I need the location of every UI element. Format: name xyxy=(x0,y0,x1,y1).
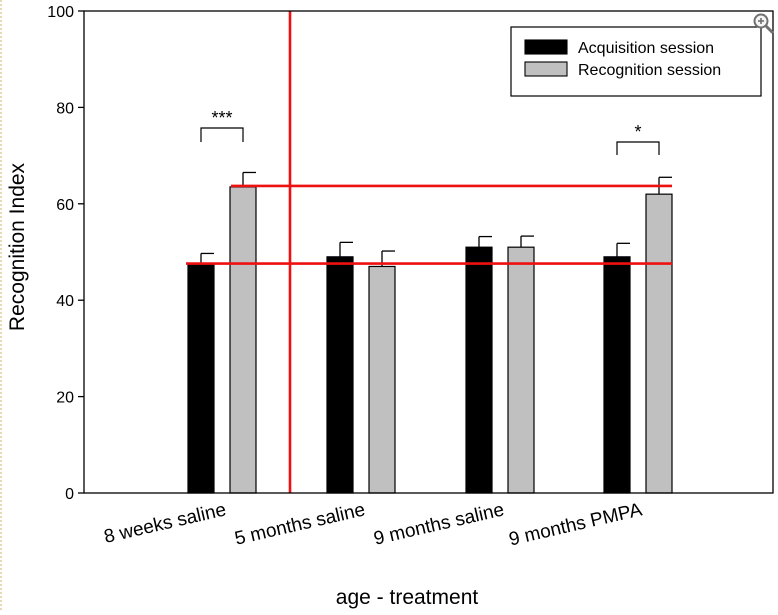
legend-label: Acquisition session xyxy=(578,40,714,57)
y-axis-title: Recognition Index xyxy=(6,162,29,331)
y-tick-label: 100 xyxy=(47,4,74,21)
bar-recognition xyxy=(507,246,535,494)
y-tick-label: 20 xyxy=(56,390,74,407)
plot-frame xyxy=(83,10,774,494)
bar-acquisition xyxy=(187,263,215,494)
bar-recognition xyxy=(645,193,673,494)
zoom-button[interactable] xyxy=(752,12,774,34)
y-tick-label: 80 xyxy=(56,100,74,117)
bars xyxy=(187,186,673,494)
y-tick-label: 40 xyxy=(56,293,74,310)
bar-acquisition xyxy=(603,256,631,494)
significance-label: *** xyxy=(211,108,232,128)
legend: Acquisition session Recognition session xyxy=(510,26,762,97)
x-category-label: 9 months saline xyxy=(372,499,506,549)
bar-acquisition xyxy=(465,246,493,494)
page-border xyxy=(0,0,2,610)
bar-recognition xyxy=(229,186,257,494)
magnify-plus-icon xyxy=(753,13,774,34)
bar-recognition xyxy=(368,265,396,494)
x-category-label: 9 months PMPA xyxy=(507,499,644,550)
bar-acquisition xyxy=(326,256,354,494)
y-tick-label: 60 xyxy=(56,197,74,214)
y-tick-label: 0 xyxy=(65,486,74,503)
x-axis-title: age - treatment xyxy=(336,586,479,609)
x-category-label: 5 months saline xyxy=(233,499,367,549)
x-category-label: 8 weeks saline xyxy=(102,499,228,547)
legend-swatch xyxy=(524,39,568,55)
x-axis: 8 weeks saline 5 months saline 9 months sa… xyxy=(102,499,644,550)
significance-label: * xyxy=(634,122,641,142)
error-bars xyxy=(200,171,672,267)
y-axis: 0 20 40 60 80 100 xyxy=(47,4,84,503)
significance-annotations: **** xyxy=(200,108,660,155)
legend-label: Recognition session xyxy=(578,62,721,79)
horizontal-reference-lines xyxy=(186,184,672,265)
significance-bracket xyxy=(200,127,244,142)
significance-bracket xyxy=(616,141,660,155)
legend-swatch xyxy=(524,61,568,77)
